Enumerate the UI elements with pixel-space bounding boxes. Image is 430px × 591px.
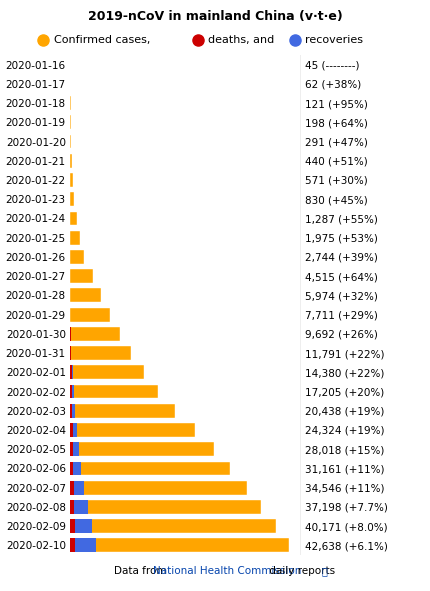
Bar bbox=[70, 442, 213, 456]
Text: Confirmed cases,: Confirmed cases, bbox=[54, 35, 150, 44]
Bar bbox=[75, 538, 95, 553]
Bar bbox=[73, 462, 81, 475]
Bar bbox=[74, 519, 91, 533]
Bar bbox=[70, 442, 73, 456]
Text: 2019-nCoV in mainland China (v·t·e): 2019-nCoV in mainland China (v·t·e) bbox=[88, 10, 342, 23]
Bar bbox=[70, 288, 101, 303]
Bar bbox=[70, 365, 71, 379]
Text: National Health Commission: National Health Commission bbox=[153, 566, 301, 576]
Bar bbox=[70, 423, 194, 437]
Bar bbox=[71, 365, 73, 379]
Bar bbox=[70, 212, 77, 225]
Bar bbox=[70, 346, 130, 360]
Bar bbox=[70, 327, 120, 341]
Bar bbox=[70, 327, 71, 341]
Bar bbox=[72, 385, 74, 398]
Bar bbox=[74, 500, 88, 514]
Bar bbox=[72, 404, 75, 418]
Bar bbox=[70, 365, 144, 379]
Bar bbox=[70, 462, 73, 475]
Bar bbox=[70, 404, 72, 418]
Bar bbox=[70, 115, 71, 129]
Text: deaths, and: deaths, and bbox=[208, 35, 274, 44]
Bar bbox=[70, 538, 288, 553]
Text: ⧉: ⧉ bbox=[320, 566, 326, 576]
Text: recoveries: recoveries bbox=[304, 35, 362, 44]
Bar bbox=[70, 385, 158, 398]
Text: daily reports: daily reports bbox=[265, 566, 334, 576]
Bar bbox=[70, 385, 72, 398]
Bar bbox=[72, 423, 77, 437]
Bar bbox=[73, 442, 79, 456]
Bar bbox=[70, 480, 247, 495]
Bar bbox=[70, 404, 175, 418]
Bar bbox=[70, 135, 71, 148]
Bar bbox=[70, 500, 74, 514]
Bar bbox=[70, 480, 74, 495]
Bar bbox=[74, 480, 84, 495]
Text: Data from: Data from bbox=[114, 566, 169, 576]
Bar bbox=[70, 96, 71, 110]
Bar bbox=[70, 192, 74, 206]
Bar bbox=[70, 346, 71, 360]
Bar bbox=[70, 538, 75, 553]
Bar bbox=[70, 500, 260, 514]
Bar bbox=[70, 519, 276, 533]
Bar bbox=[70, 154, 72, 168]
Bar bbox=[70, 230, 80, 245]
Bar bbox=[70, 423, 72, 437]
Bar bbox=[70, 519, 74, 533]
Bar bbox=[70, 250, 84, 264]
Bar bbox=[70, 308, 109, 322]
Bar bbox=[70, 462, 230, 475]
Bar bbox=[70, 269, 93, 283]
Bar bbox=[70, 173, 73, 187]
